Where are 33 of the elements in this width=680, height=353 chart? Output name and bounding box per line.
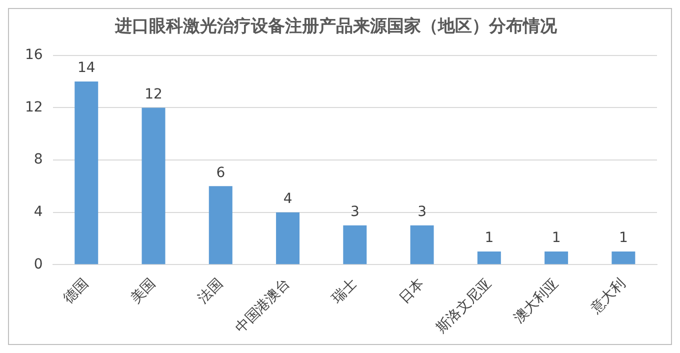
x-tick-label: 中国港澳台 xyxy=(232,276,294,336)
x-tick-label: 意大利 xyxy=(587,276,629,318)
y-tick-label: 4 xyxy=(34,204,43,220)
x-tick-label: 德国 xyxy=(60,276,92,307)
y-tick-label: 12 xyxy=(24,99,43,116)
y-tick-label: 8 xyxy=(34,152,43,168)
x-tick-label: 瑞士 xyxy=(329,276,360,307)
data-label: 1 xyxy=(552,230,561,246)
x-tick-label: 澳大利亚 xyxy=(510,276,562,327)
bar xyxy=(477,252,501,264)
bar xyxy=(208,186,232,264)
data-label: 3 xyxy=(418,204,426,220)
data-label: 3 xyxy=(350,204,360,220)
bar xyxy=(544,252,568,264)
chart-title: 进口眼科激光治疗设备注册产品来源国家（地区）分布情况 xyxy=(114,16,558,37)
x-tick-label: 斯洛文尼亚 xyxy=(434,276,495,336)
data-label: 14 xyxy=(77,60,96,76)
y-tick-label: 16 xyxy=(24,47,43,64)
bar xyxy=(410,225,434,264)
x-tick-label: 日本 xyxy=(396,276,428,307)
data-label: 1 xyxy=(484,230,494,246)
bar xyxy=(74,82,98,264)
x-tick-label: 法国 xyxy=(194,276,226,307)
bar xyxy=(612,252,636,264)
data-label: 4 xyxy=(283,190,292,207)
bar xyxy=(343,225,367,264)
data-label: 1 xyxy=(618,230,628,246)
data-label: 12 xyxy=(144,86,162,102)
y-tick-label: 0 xyxy=(34,256,43,272)
data-label: 6 xyxy=(216,164,226,181)
bar xyxy=(276,212,300,264)
bar xyxy=(142,108,166,264)
x-tick-label: 美国 xyxy=(128,276,159,307)
